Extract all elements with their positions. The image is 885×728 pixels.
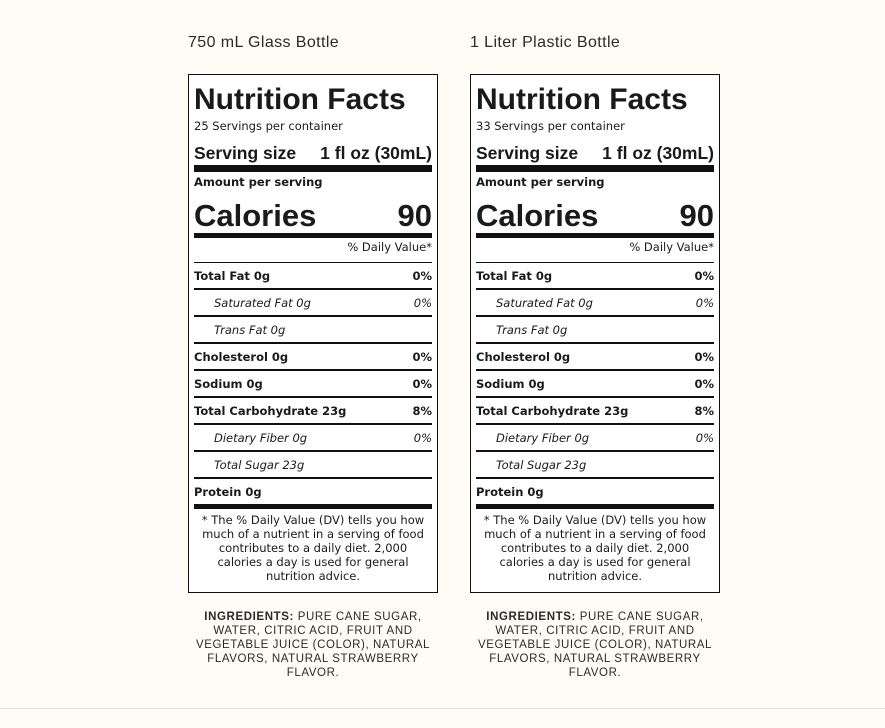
nutrient-row: Total Sugar 23g [476,452,714,479]
daily-value-header: % Daily Value* [194,240,432,263]
nutrient-row: Trans Fat 0g [476,317,714,344]
nutrient-name: Cholesterol 0g [476,349,571,364]
nutrient-name: Cholesterol 0g [194,349,289,364]
nutrient-name: Total Carbohydrate 23g [194,403,347,418]
nutrition-facts-title: Nutrition Facts [476,83,688,116]
nutrient-dv: 0% [695,430,714,445]
ingredients-label: INGREDIENTS: [204,611,294,623]
nutrient-dv: 8% [694,403,714,418]
nutrition-facts-panel: Nutrition Facts 33 Servings per containe… [470,74,720,593]
bottle-title: 750 mL Glass Bottle [188,34,340,51]
nutrient-dv: 0% [695,295,714,310]
nutrient-name: Trans Fat 0g [496,322,568,337]
nutrient-dv: 8% [412,403,432,418]
nutrient-dv: 0% [412,349,432,364]
ingredients-list: PURE CANE SUGAR, WATER, CITRIC ACID, FRU… [477,611,713,679]
nutrient-row: Total Carbohydrate 23g 8% [194,398,432,425]
nutrient-row: Saturated Fat 0g 0% [194,290,432,317]
nutrient-row: Protein 0g [194,479,432,509]
nutrient-row: Total Carbohydrate 23g 8% [476,398,714,425]
nutrient-name: Trans Fat 0g [214,322,286,337]
nutrient-dv: 0% [694,349,714,364]
nutrient-name: Protein 0g [194,484,262,499]
serving-size-row: Serving size 1 fl oz (30mL) [476,143,714,172]
nutrient-name: Dietary Fiber 0g [214,430,308,445]
nutrient-name: Total Sugar 23g [496,457,587,472]
ingredients-text: INGREDIENTS: PURE CANE SUGAR, WATER, CIT… [188,610,438,680]
amount-per-serving: Amount per serving [194,175,323,189]
nutrient-row: Saturated Fat 0g 0% [476,290,714,317]
nutrient-row: Protein 0g [476,479,714,509]
calories-value: 90 [397,198,432,233]
nutrient-dv: 0% [412,376,432,391]
daily-value-footnote: * The % Daily Value (DV) tells you how m… [201,513,425,583]
calories-value: 90 [679,198,714,233]
servings-per-container: 33 Servings per container [476,119,625,133]
nutrient-name: Sodium 0g [194,376,263,391]
serving-size-row: Serving size 1 fl oz (30mL) [194,143,432,172]
ingredients-text: INGREDIENTS: PURE CANE SUGAR, WATER, CIT… [470,610,720,680]
nutrient-name: Total Fat 0g [194,268,271,283]
calories-label: Calories [476,198,599,233]
nutrient-row: Total Fat 0g 0% [476,263,714,290]
bottle-title: 1 Liter Plastic Bottle [470,34,621,51]
serving-size-label: Serving size [476,143,579,163]
nutrient-dv: 0% [412,268,432,283]
nutrient-name: Total Sugar 23g [214,457,305,472]
nutrient-name: Dietary Fiber 0g [496,430,590,445]
nutrient-name: Total Carbohydrate 23g [476,403,629,418]
serving-size-label: Serving size [194,143,297,163]
daily-value-header: % Daily Value* [476,240,714,263]
nutrient-row: Total Fat 0g 0% [194,263,432,290]
calories-label: Calories [194,198,317,233]
nutrient-row: Dietary Fiber 0g 0% [476,425,714,452]
nutrient-name: Saturated Fat 0g [214,295,311,310]
nutrient-dv: 0% [413,295,432,310]
nutrient-row: Dietary Fiber 0g 0% [194,425,432,452]
nutrient-row: Cholesterol 0g 0% [194,344,432,371]
nutrient-row: Trans Fat 0g [194,317,432,344]
nutrient-row: Sodium 0g 0% [476,371,714,398]
calories-row: Calories 90 [194,199,432,238]
nutrient-name: Saturated Fat 0g [496,295,593,310]
nutrient-name: Sodium 0g [476,376,545,391]
serving-size-value: 1 fl oz (30mL) [320,143,432,163]
calories-row: Calories 90 [476,199,714,238]
servings-per-container: 25 Servings per container [194,119,343,133]
nutrient-dv: 0% [694,268,714,283]
nutrient-row: Sodium 0g 0% [194,371,432,398]
daily-value-footnote: * The % Daily Value (DV) tells you how m… [483,513,707,583]
nutrient-row: Cholesterol 0g 0% [476,344,714,371]
nutrition-facts-panel: Nutrition Facts 25 Servings per containe… [188,74,438,593]
ingredients-list: PURE CANE SUGAR, WATER, CITRIC ACID, FRU… [195,611,431,679]
amount-per-serving: Amount per serving [476,175,605,189]
ingredients-label: INGREDIENTS: [486,611,576,623]
nutrient-dv: 0% [694,376,714,391]
serving-size-value: 1 fl oz (30mL) [602,143,714,163]
nutrition-facts-title: Nutrition Facts [194,83,406,116]
nutrient-row: Total Sugar 23g [194,452,432,479]
nutrient-name: Total Fat 0g [476,268,553,283]
nutrient-name: Protein 0g [476,484,544,499]
bottom-divider [0,708,885,709]
nutrient-dv: 0% [413,430,432,445]
